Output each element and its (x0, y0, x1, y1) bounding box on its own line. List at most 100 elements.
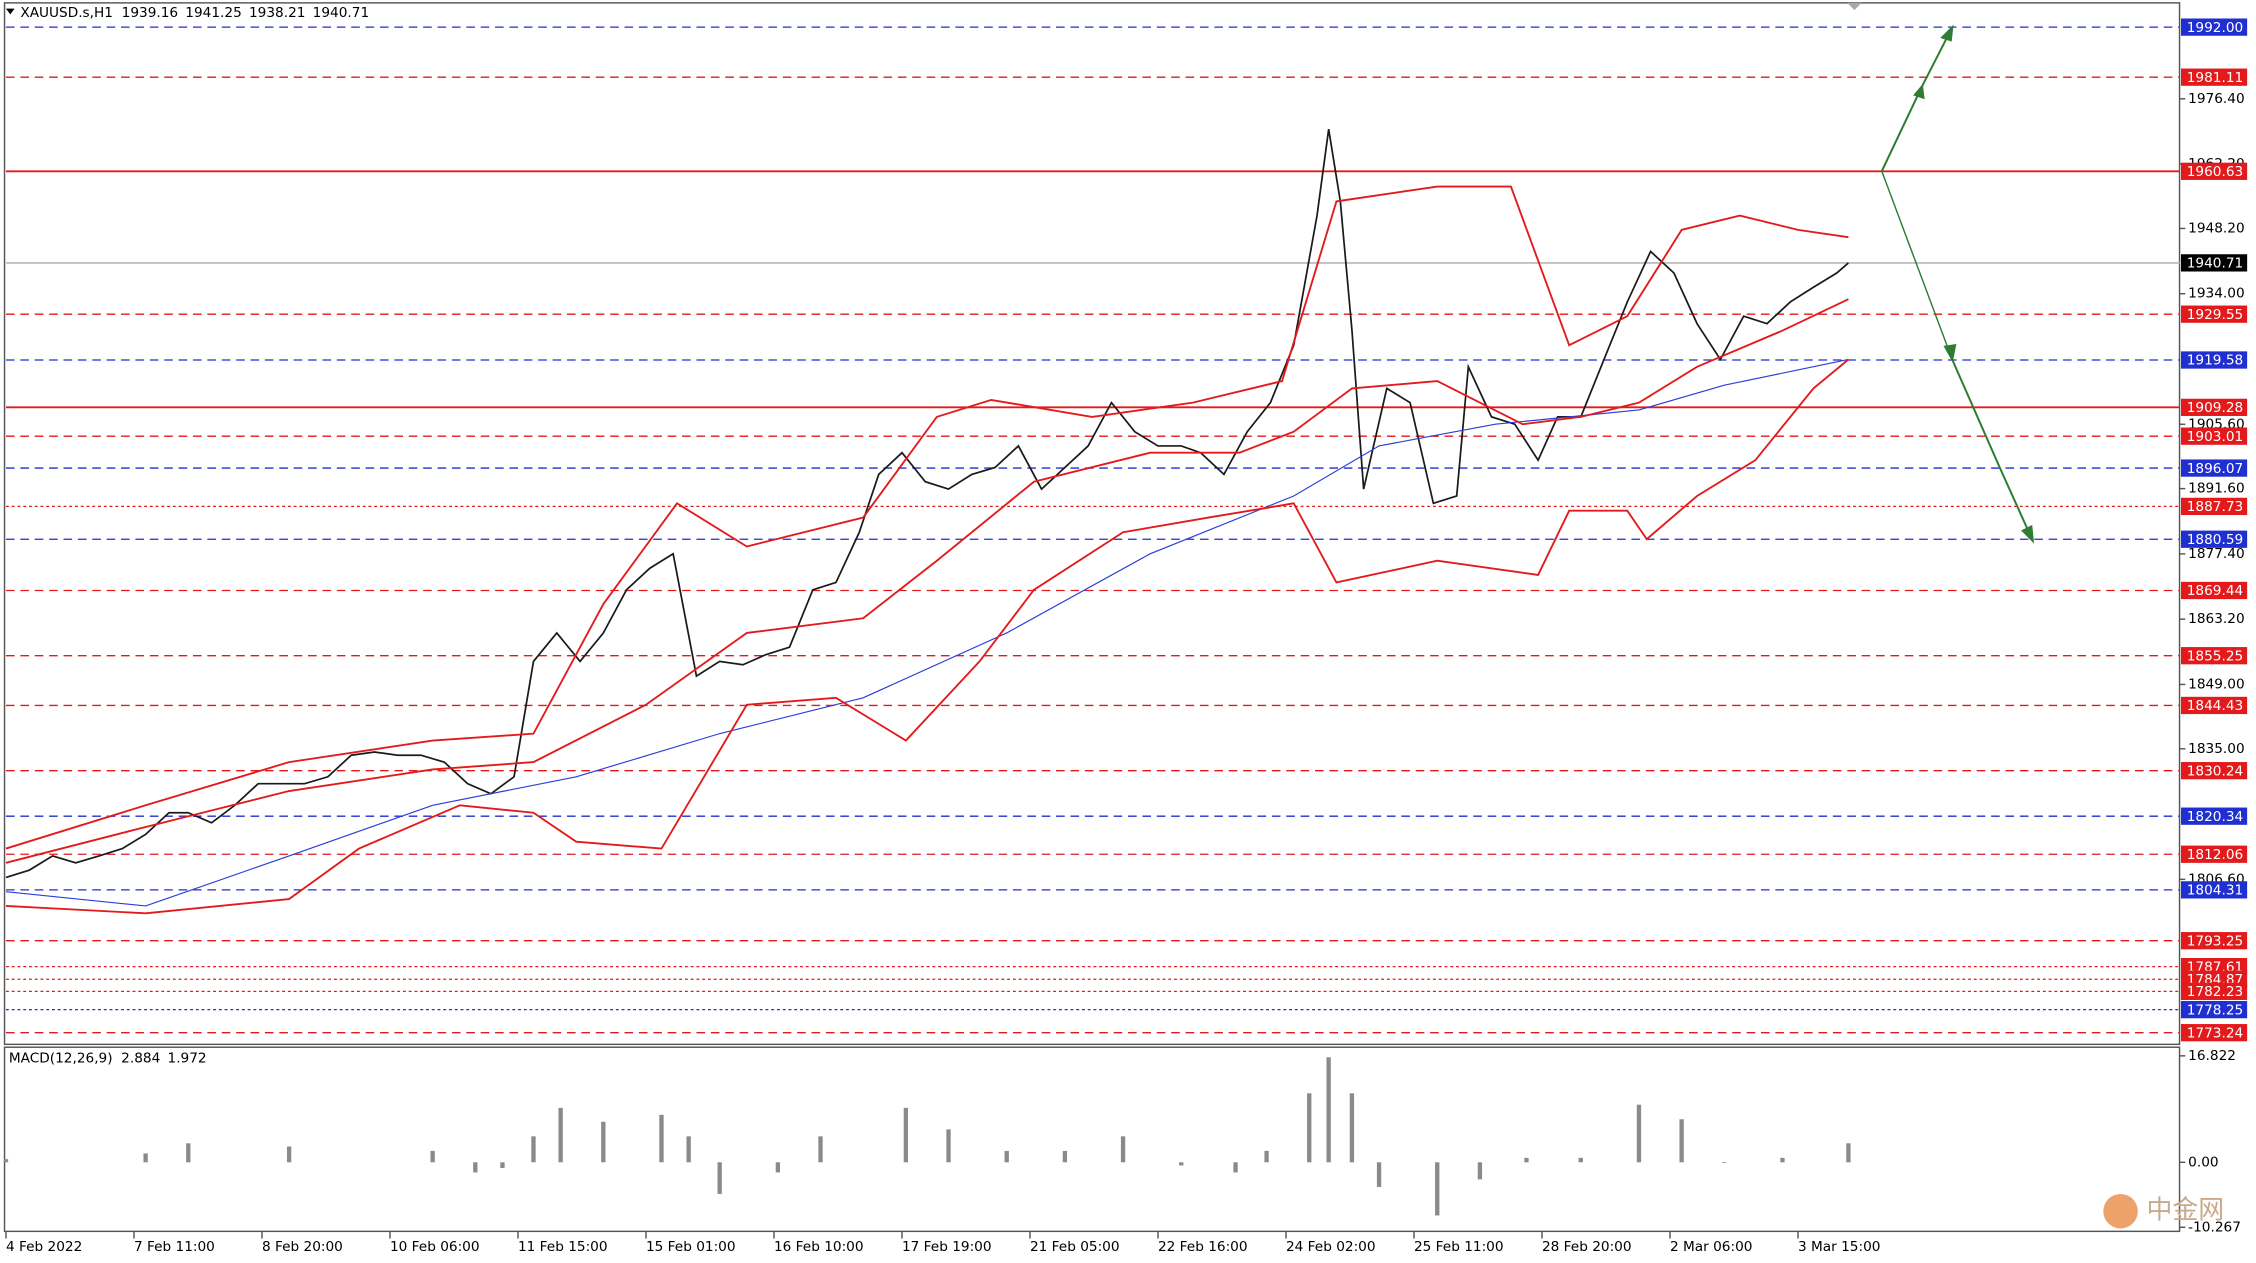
macd-bar (1846, 1143, 1851, 1163)
watermark: 中金网 (2146, 1196, 2224, 1226)
macd-bar (903, 1107, 909, 1163)
level-label-box (2180, 254, 2248, 272)
level-label-box (2180, 807, 2248, 825)
header-value: 1939.16 (122, 5, 178, 21)
level-label-box (2180, 18, 2248, 36)
x-tick-label: 21 Feb 05:00 (1030, 1239, 1120, 1255)
macd-bar (473, 1162, 478, 1173)
level-label: 1844.43 (2187, 698, 2243, 714)
y-tick-label: 1849.00 (2188, 676, 2244, 692)
macd-bar (1435, 1162, 1440, 1216)
macd-bar (1376, 1162, 1382, 1187)
level-label: 1992.00 (2187, 20, 2243, 36)
macd-bar (286, 1146, 292, 1163)
x-tick-label: 8 Feb 20:00 (262, 1239, 343, 1255)
level-label-box (2180, 1001, 2248, 1019)
macd-bar (531, 1136, 536, 1163)
level-label: 1830.24 (2187, 763, 2243, 779)
level-label-box (2180, 982, 2248, 1000)
macd-bar (500, 1162, 505, 1168)
level-label: 1919.58 (2187, 353, 2243, 369)
arrow-head (1940, 24, 1954, 42)
x-tick-label: 2 Mar 06:00 (1670, 1239, 1753, 1255)
macd-bar (1307, 1093, 1312, 1163)
header-value: 1.972 (168, 1051, 207, 1067)
level-label: 1909.28 (2187, 400, 2243, 416)
header-value: 1941.25 (185, 5, 241, 21)
macd-bar (946, 1129, 951, 1163)
y-tick-label: 1934.00 (2188, 286, 2244, 302)
price-panel (3, 2, 2181, 1046)
level-label-box (2180, 305, 2248, 323)
level-label: 1778.25 (2187, 1002, 2243, 1018)
level-label-box (2180, 1024, 2248, 1042)
level-label-box (2180, 581, 2248, 600)
level-label: 1855.25 (2187, 648, 2243, 664)
chart-title: MACD(12,26,9) (9, 1051, 113, 1067)
level-label: 1981.11 (2187, 70, 2243, 86)
level-label: 1903.01 (2187, 429, 2243, 445)
macd-bar (1578, 1157, 1583, 1163)
level-label: 1887.73 (2187, 499, 2243, 515)
y-tick-label: -10.267 (2188, 1219, 2241, 1235)
macd-bar (1233, 1162, 1238, 1173)
level-label: 1793.25 (2187, 933, 2243, 949)
y-tick-label: 0.00 (2188, 1154, 2218, 1170)
watermark-logo (2103, 1193, 2138, 1229)
macd-bar (1179, 1162, 1184, 1166)
x-tick-label: 25 Feb 11:00 (1414, 1239, 1504, 1255)
arrow (1880, 85, 1923, 172)
macd-bar (186, 1143, 191, 1163)
macd-bar (775, 1162, 781, 1173)
macd-bar (143, 1153, 148, 1163)
level-label-box (2180, 696, 2248, 715)
price-line (5, 129, 1849, 879)
plot-layer: XAUUSD.s,H1 1939.16 1941.25 1938.21 1940.71 1… (3, 5, 2248, 1255)
level-label: 1869.44 (2187, 583, 2243, 599)
macd-panel (3, 1046, 2181, 1233)
x-tick-label: 15 Feb 01:00 (646, 1239, 736, 1255)
header-value: 2.884 (121, 1051, 160, 1067)
arrow (1881, 170, 1953, 360)
x-tick-label: 16 Feb 10:00 (774, 1239, 864, 1255)
macd-bar (1326, 1057, 1331, 1163)
macd-bar (686, 1136, 691, 1163)
level-label-box (2180, 497, 2248, 516)
level-label: 1940.71 (2187, 256, 2243, 272)
level-label: 1782.23 (2187, 984, 2243, 1000)
macd-bar (1349, 1093, 1355, 1163)
macd-bar (1477, 1162, 1483, 1180)
macd-bar (1264, 1150, 1269, 1163)
level-label: 1804.31 (2187, 883, 2243, 899)
price-line (5, 358, 1849, 915)
level-label: 1812.06 (2187, 847, 2243, 863)
level-label: 1773.24 (2187, 1025, 2243, 1041)
macd-bar (1120, 1136, 1126, 1163)
x-tick-label: 11 Feb 15:00 (518, 1239, 608, 1255)
level-label: 1896.07 (2187, 461, 2243, 477)
arrow-head (1943, 344, 1957, 363)
macd-bar (717, 1162, 722, 1194)
macd-bar (601, 1121, 606, 1163)
level-label-box (2180, 881, 2248, 899)
price-line (5, 298, 1849, 864)
macd-bar (3, 1159, 9, 1163)
x-tick-label: 24 Feb 02:00 (1286, 1239, 1376, 1255)
x-tick-label: 22 Feb 16:00 (1158, 1239, 1248, 1255)
level-label: 1929.55 (2187, 307, 2243, 323)
level-label-box (2180, 427, 2248, 445)
level-label-box (2180, 932, 2248, 950)
macd-bar (1636, 1104, 1642, 1163)
y-tick-label: 1976.40 (2188, 91, 2244, 107)
y-tick-label: 16.822 (2188, 1048, 2236, 1064)
macd-bar (1062, 1150, 1068, 1163)
menu-icon[interactable] (5, 8, 15, 15)
level-label-box (2180, 530, 2248, 548)
x-tick-label: 7 Feb 11:00 (134, 1239, 215, 1255)
y-tick-label: 1891.60 (2188, 481, 2244, 497)
macd-bar (430, 1150, 435, 1163)
y-tick-label: 1863.20 (2188, 611, 2244, 627)
forecast-arrows (1880, 24, 2035, 544)
macd-bar (1679, 1119, 1684, 1163)
